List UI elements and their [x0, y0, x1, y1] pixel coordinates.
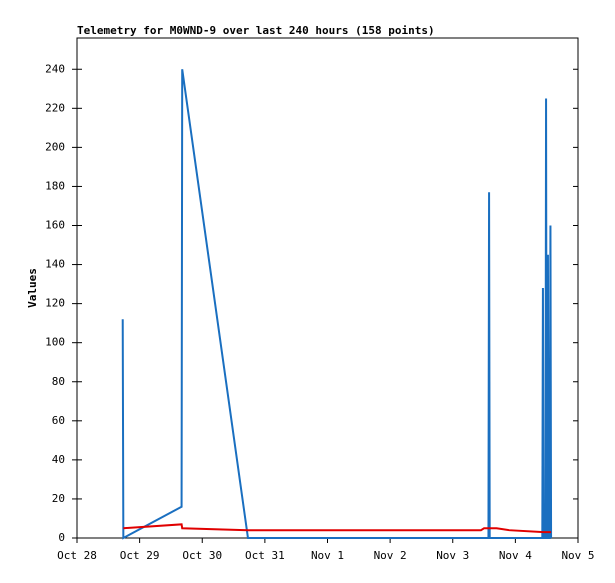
y-tick-label: 40 [52, 453, 65, 466]
data-line [123, 523, 552, 534]
y-tick-label: 0 [58, 531, 65, 544]
x-tick-label: Oct 29 [120, 549, 160, 562]
x-tick-label: Nov 2 [374, 549, 407, 562]
y-tick-label: 180 [45, 179, 65, 192]
y-tick-label: 120 [45, 297, 65, 310]
y-tick-label: 200 [45, 140, 65, 153]
y-tick-label: 160 [45, 219, 65, 232]
y-tick-label: 240 [45, 62, 65, 75]
x-tick-label: Nov 5 [561, 549, 594, 562]
x-tick-label: Oct 31 [245, 549, 285, 562]
y-axis-label: Values [26, 268, 39, 308]
x-tick-label: Nov 3 [436, 549, 469, 562]
y-tick-label: 220 [45, 101, 65, 114]
data-line [121, 69, 553, 540]
y-tick-label: 80 [52, 375, 65, 388]
y-tick-label: 140 [45, 258, 65, 271]
chart-title: Telemetry for M0WND-9 over last 240 hour… [77, 24, 435, 37]
y-tick-label: 60 [52, 414, 65, 427]
x-tick-label: Nov 4 [499, 549, 532, 562]
x-tick-label: Oct 28 [57, 549, 97, 562]
y-tick-label: 100 [45, 336, 65, 349]
x-tick-label: Oct 30 [182, 549, 222, 562]
x-tick-label: Nov 1 [311, 549, 344, 562]
y-tick-label: 20 [52, 492, 65, 505]
plot-frame [76, 37, 579, 539]
